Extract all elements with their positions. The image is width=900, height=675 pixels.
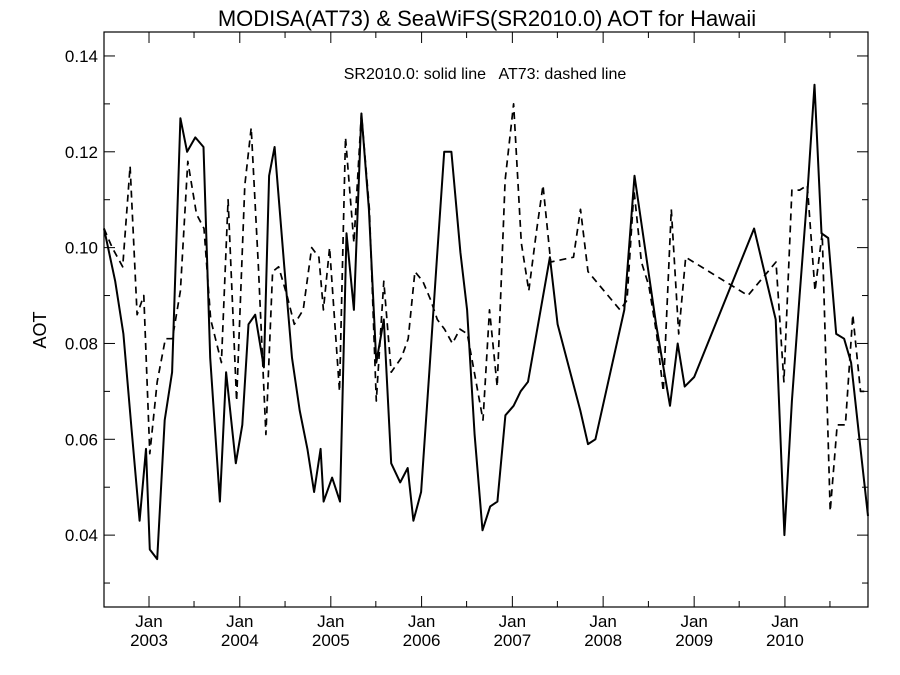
x-tick-month-label: Jan — [499, 612, 526, 631]
x-axis-ticks: Jan2003Jan2004Jan2005Jan2006Jan2007Jan20… — [130, 32, 831, 650]
line-style-annotation: SR2010.0: solid line AT73: dashed line — [344, 66, 627, 83]
x-tick-month-label: Jan — [135, 612, 162, 631]
x-tick-month-label: Jan — [680, 612, 707, 631]
x-tick-year-label: 2009 — [675, 631, 713, 650]
chart-title: MODISA(AT73) & SeaWiFS(SR2010.0) AOT for… — [218, 6, 756, 31]
y-axis-ticks: 0.04 0.06 0.08 0.10 0.12 0.14 — [65, 47, 868, 584]
y-tick-label: 0.08 — [65, 334, 98, 353]
y-axis-label: AOT — [30, 311, 50, 348]
x-tick-year-label: 2003 — [130, 631, 168, 650]
x-tick-year-label: 2006 — [403, 631, 441, 650]
x-tick-year-label: 2004 — [221, 631, 259, 650]
y-tick-label: 0.06 — [65, 430, 98, 449]
x-tick-year-label: 2010 — [766, 631, 804, 650]
plot-frame — [103, 31, 869, 608]
y-tick-label: 0.14 — [65, 47, 98, 66]
x-tick-month-label: Jan — [408, 612, 435, 631]
series-layer — [103, 83, 869, 561]
series-line-sr2010-0 — [103, 83, 869, 561]
x-tick-month-label: Jan — [226, 612, 253, 631]
x-tick-year-label: 2008 — [584, 631, 622, 650]
x-tick-year-label: 2005 — [312, 631, 350, 650]
y-tick-label: 0.12 — [65, 143, 98, 162]
y-tick-label: 0.04 — [65, 526, 98, 545]
y-tick-label: 0.10 — [65, 239, 98, 258]
x-tick-year-label: 2007 — [493, 631, 531, 650]
x-tick-month-label: Jan — [589, 612, 616, 631]
series-line-at73 — [103, 103, 868, 513]
x-tick-month-label: Jan — [317, 612, 344, 631]
x-tick-month-label: Jan — [771, 612, 798, 631]
